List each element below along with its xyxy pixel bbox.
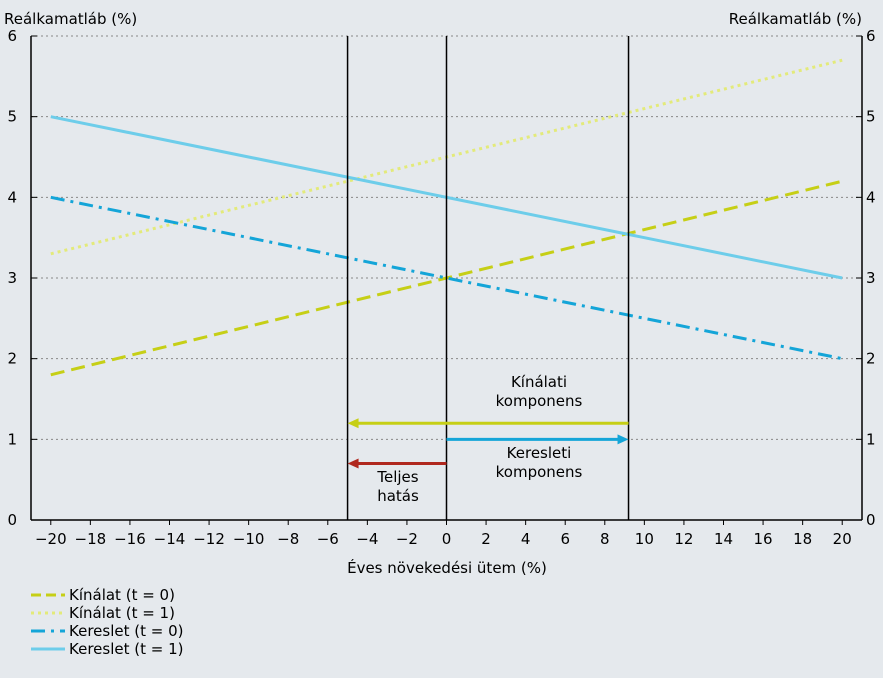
y-tick-label-left: 3 — [7, 269, 17, 287]
x-tick-label: −10 — [233, 530, 265, 548]
y-tick-label-right: 2 — [866, 350, 876, 368]
legend-label: Kereslet (t = 1) — [69, 640, 184, 658]
legend-label: Kínálat (t = 1) — [69, 604, 175, 622]
arrows: Kínálati komponens Keresleti komponens Telje… — [347, 373, 629, 505]
chart: Reálkamatláb (%) Reálkamatláb (%) Kínála… — [4, 10, 876, 577]
x-tick-label: 4 — [521, 530, 531, 548]
y-tick-label-left: 2 — [7, 350, 17, 368]
arrow-head-0 — [347, 418, 359, 429]
axes — [30, 35, 863, 525]
x-tick-label: −4 — [356, 530, 378, 548]
x-tick-label: −20 — [35, 530, 67, 548]
x-tick-label: −16 — [114, 530, 146, 548]
series-line-2 — [50, 195, 843, 361]
arrow-head-2 — [347, 458, 359, 469]
legend-item: Kereslet (t = 1) — [30, 640, 183, 658]
y-tick-label-right: 4 — [866, 188, 876, 206]
arrow-label-0: Kínálati komponens — [496, 373, 583, 410]
x-tick-label: −18 — [75, 530, 107, 548]
legend-swatch — [31, 629, 65, 633]
x-tick-label: −8 — [277, 530, 299, 548]
x-tick-label: 6 — [560, 530, 570, 548]
x-tick-label: 10 — [635, 530, 654, 548]
y-tick-label-left: 0 — [7, 511, 17, 529]
y-tick-label-left: 1 — [7, 430, 17, 448]
y-axis-title-right: Reálkamatláb (%) — [729, 10, 862, 28]
x-tick-label: 20 — [833, 530, 852, 548]
legend-label: Kereslet (t = 0) — [69, 622, 184, 640]
legend-swatch — [31, 593, 65, 597]
x-tick-label: 0 — [442, 530, 452, 548]
x-tick-label: 2 — [481, 530, 491, 548]
y-axis-title-left: Reálkamatláb (%) — [4, 10, 137, 28]
y-tick-label-right: 1 — [866, 430, 876, 448]
arrow-label-2: Teljes hatás — [376, 468, 419, 505]
x-tick-label: −14 — [154, 530, 186, 548]
legend-item: Kínálat (t = 0) — [30, 586, 183, 604]
legend: Kínálat (t = 0) Kínálat (t = 1) Kereslet (… — [30, 586, 183, 658]
y-tick-label-left: 6 — [7, 27, 17, 45]
x-tick-label: −12 — [193, 530, 225, 548]
x-tick-label: −2 — [396, 530, 418, 548]
legend-label: Kínálat (t = 0) — [69, 586, 175, 604]
y-tick-label-right: 5 — [866, 108, 876, 126]
y-tick-label-right: 3 — [866, 269, 876, 287]
legend-item: Kínálat (t = 1) — [30, 604, 183, 622]
y-tick-label-right: 6 — [866, 27, 876, 45]
x-axis-title: Éves növekedési ütem (%) — [347, 558, 547, 577]
legend-swatch — [31, 611, 65, 615]
legend-item: Kereslet (t = 0) — [30, 622, 183, 640]
x-tick-label: 12 — [674, 530, 693, 548]
x-tick-label: 14 — [714, 530, 733, 548]
tick-labels: 0 01 12 23 34 45 56 6−20 −18 −16 −14 −12 −10 −8 −6 −4 −2… — [7, 27, 875, 548]
y-tick-label-left: 5 — [7, 108, 17, 126]
arrow-label-1: Keresleti komponens — [496, 444, 583, 481]
legend-swatch — [31, 647, 65, 651]
x-tick-label: 16 — [754, 530, 773, 548]
y-tick-label-left: 4 — [7, 188, 17, 206]
x-tick-label: 8 — [600, 530, 610, 548]
arrow-head-1 — [617, 434, 629, 445]
y-tick-label-right: 0 — [866, 511, 876, 529]
x-tick-label: 18 — [793, 530, 812, 548]
x-tick-label: −6 — [317, 530, 339, 548]
